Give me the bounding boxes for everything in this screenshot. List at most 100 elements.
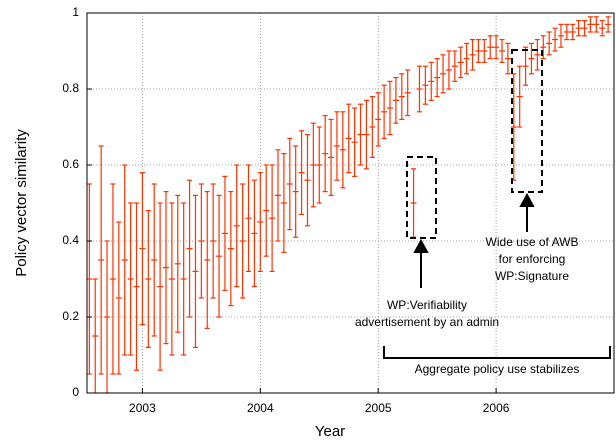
error-bar	[109, 183, 116, 375]
error-bar	[174, 194, 181, 333]
error-bar	[469, 38, 476, 71]
error-bar	[540, 35, 547, 60]
error-bar	[292, 145, 299, 238]
arrow-head	[519, 192, 535, 207]
error-bar	[416, 65, 423, 113]
annotation-text: WP:Verifiability	[387, 298, 467, 312]
error-bar	[357, 103, 364, 166]
error-bar	[192, 194, 199, 348]
error-bar	[528, 42, 535, 75]
y-tick-label: 0	[72, 385, 79, 399]
ticks: 0 0.2 0.4 0.6 0.8 1 2003 2004 2005 2006	[62, 5, 509, 415]
error-bar	[445, 50, 452, 90]
error-bar	[139, 172, 146, 326]
error-bar	[404, 69, 411, 117]
error-bar	[398, 73, 405, 121]
error-bar	[475, 38, 482, 64]
error-bar	[386, 80, 393, 136]
error-bar	[422, 65, 429, 105]
error-bar	[227, 191, 234, 307]
x-tick-label: 2003	[129, 401, 156, 415]
y-tick-label: 0.4	[62, 233, 79, 247]
error-bar	[522, 46, 529, 86]
y-axis-label: Policy vector similarity	[13, 129, 30, 277]
error-bar	[463, 42, 470, 75]
annotation-text: Wide use of AWB	[486, 235, 579, 249]
error-bar	[534, 38, 541, 71]
error-bar	[115, 221, 122, 375]
error-bar	[168, 202, 175, 356]
y-tick-label: 0.2	[62, 309, 79, 323]
error-bar	[605, 16, 612, 33]
y-tick-label: 0.8	[62, 81, 79, 95]
error-bar	[498, 38, 505, 64]
error-bar	[239, 183, 246, 299]
error-bar	[599, 20, 606, 37]
error-bar	[345, 103, 352, 174]
error-bar	[587, 16, 594, 33]
highlight-box	[511, 49, 543, 193]
error-bar	[428, 61, 435, 102]
error-bar	[186, 179, 193, 318]
error-bar	[493, 35, 500, 60]
error-bar	[263, 164, 270, 257]
error-bar	[410, 168, 417, 238]
error-bar	[575, 20, 582, 37]
x-axis-label: Year	[315, 423, 345, 440]
error-bar	[221, 175, 228, 291]
error-bar	[157, 202, 164, 371]
error-bar	[581, 20, 588, 37]
error-bar	[269, 164, 276, 272]
error-bar	[487, 35, 494, 60]
error-bar	[145, 210, 152, 348]
arrow-head	[413, 238, 429, 253]
error-bar	[233, 164, 240, 288]
error-bar	[563, 23, 570, 41]
y-tick-label: 1	[72, 5, 79, 19]
error-bar	[351, 107, 358, 177]
error-bar	[310, 122, 317, 208]
plot-frame	[86, 12, 615, 394]
error-bar	[104, 240, 111, 393]
error-bars	[87, 16, 612, 393]
error-bar	[546, 31, 553, 56]
x-tick-label: 2005	[365, 401, 392, 415]
error-bar	[322, 114, 329, 193]
error-bar	[375, 92, 382, 147]
error-bar	[298, 130, 305, 215]
annotation-text: WP:Signature	[495, 269, 569, 283]
error-bar	[98, 145, 105, 375]
error-bar	[392, 76, 399, 124]
error-bar	[339, 111, 346, 189]
error-bar	[286, 137, 293, 231]
annotation-text: Aggregate policy use stabilizes	[415, 362, 580, 376]
x-tick-label: 2004	[247, 401, 274, 415]
error-bar	[569, 23, 576, 41]
error-bar	[204, 191, 211, 329]
error-bar	[316, 126, 323, 204]
error-bar	[216, 194, 223, 318]
annotation-text: for enforcing	[499, 252, 566, 266]
error-bar	[162, 191, 169, 345]
error-bar	[333, 111, 340, 181]
error-bar	[210, 183, 217, 299]
error-bar	[552, 27, 559, 52]
error-bar	[92, 278, 99, 393]
error-bar	[328, 118, 335, 196]
error-bar	[516, 65, 523, 128]
error-bar	[481, 38, 488, 64]
error-bar	[127, 202, 134, 356]
error-bar	[451, 50, 458, 83]
error-bar	[304, 134, 311, 227]
annotation-text: advertisement by an admin	[355, 315, 499, 329]
highlight-box	[406, 156, 437, 239]
error-bar	[434, 57, 441, 98]
error-bar	[257, 172, 264, 272]
annotation-graphics	[383, 49, 611, 359]
error-bar	[363, 99, 370, 170]
error-bar	[198, 183, 205, 299]
error-bar	[457, 46, 464, 79]
error-bar	[180, 202, 187, 356]
